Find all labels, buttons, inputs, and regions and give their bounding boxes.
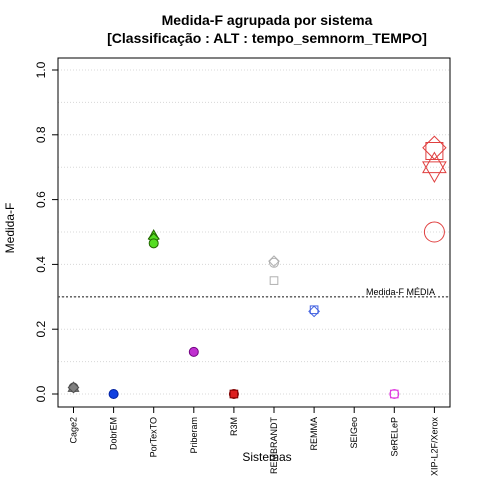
data-point [269,257,279,268]
plot-frame [57,57,451,408]
y-tick-label: 0.0 [34,385,48,402]
x-tick-label: Priberam [189,417,199,454]
data-point [422,161,447,183]
y-tick-label: 0.2 [34,321,48,338]
x-tick-label: DobrEM [109,417,119,450]
y-tick-label: 0.4 [34,256,48,273]
y-tick-label: 0.6 [34,191,48,208]
x-tick-label: PorTexTO [149,417,159,457]
y-tick-label: 1.0 [34,61,48,78]
data-point [67,381,80,394]
x-axis-label: Sistemas [242,450,291,464]
x-tick-label: XIP-L2F/Xerox [429,417,439,477]
data-point [148,238,159,249]
data-point [389,389,399,399]
y-tick-label: 0.8 [34,126,48,143]
data-point [188,346,199,357]
data-point [422,151,447,174]
data-point [308,305,320,318]
y-axis-label: Medida-F [3,203,17,254]
chart-title-line1: Medida-F agrupada por sistema [162,12,373,28]
points [67,135,447,399]
data-point [425,142,444,160]
data-point [423,221,445,243]
data-point [389,389,400,399]
data-point [108,389,119,399]
x-tick-label: Cage2 [69,417,79,444]
axes: 0.0 0.2 0.4 0.6 0.8 1.0 Cage2 DobrEM PorTexTO Pri… [34,57,451,477]
x-tick-label: SEIGeo [349,417,359,449]
grid [58,69,450,395]
reference-line-label: Medida-F MÉDIA [366,287,435,297]
data-point [269,276,279,285]
x-tick-label: REMBRANDT [269,417,279,475]
x-tick-label: R3M [229,417,239,436]
reference-line-group: Medida-F MÉDIA [58,287,450,298]
x-tick-label: SeRELeP [389,417,399,457]
chart-title-line2: [Classificação : ALT : tempo_semnorm_TEM… [107,30,427,46]
data-point [309,305,319,315]
data-point [229,389,239,399]
x-tick-label: REMMA [309,417,319,451]
